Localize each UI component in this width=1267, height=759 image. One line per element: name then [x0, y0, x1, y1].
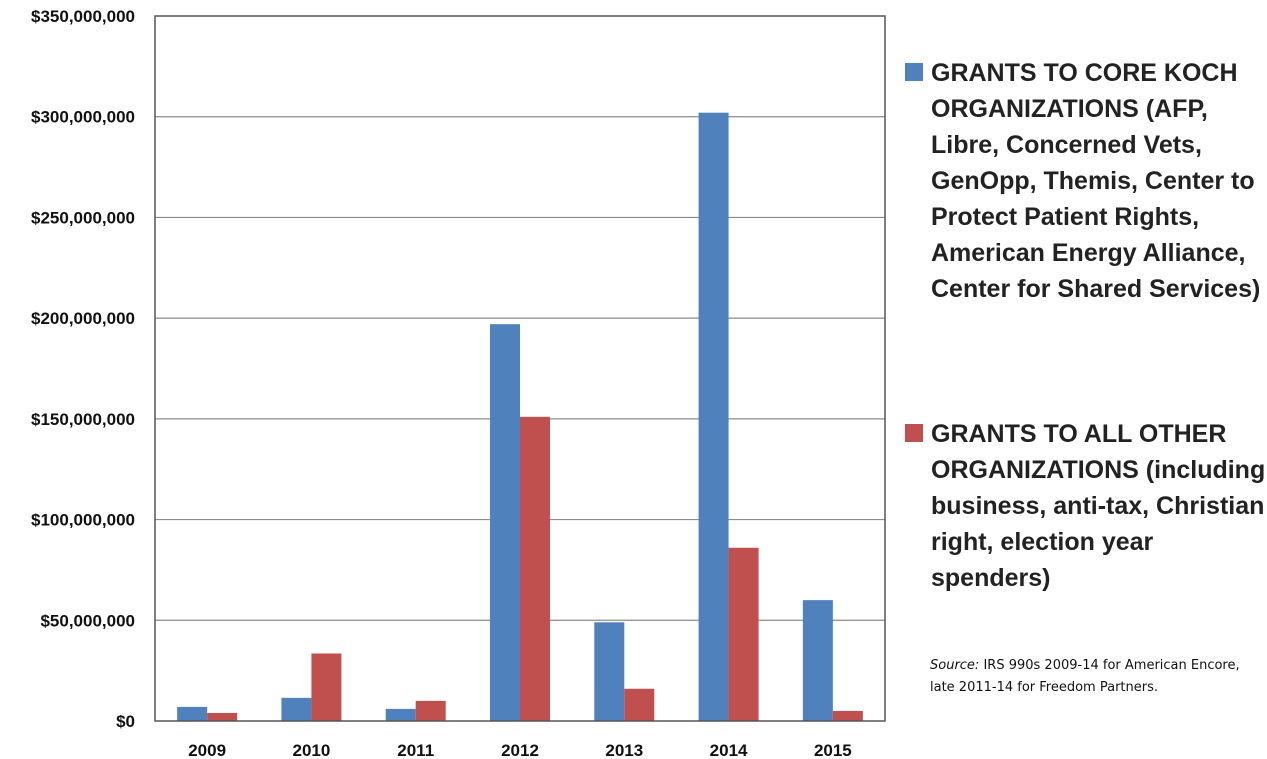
bar-series-1-2015: [802, 600, 833, 721]
source-note: Source: IRS 990s 2009-14 for American En…: [930, 655, 1260, 699]
bar-series-2-2015: [832, 710, 863, 721]
bars: [177, 112, 863, 721]
bar-series-2-2014: [728, 547, 759, 721]
bar-series-2-2009: [207, 712, 238, 721]
x-axis-tick-labels: 2009 2010 2011 2012 2013 2014 2015: [188, 741, 852, 759]
legend-label-core-koch: GRANTS TO CORE KOCH ORGANIZATIONS (AFP, …: [931, 59, 1261, 303]
plot-area-frame: [154, 15, 886, 722]
x-tick-label: 2014: [710, 741, 748, 759]
source-text: IRS 990s 2009-14 for American Encore, la…: [930, 658, 1240, 695]
y-tick-label: $150,000,000: [31, 410, 135, 429]
bar-series-1-2014: [698, 112, 729, 721]
bar-series-2-2013: [624, 688, 655, 721]
bar-series-2-2012: [520, 416, 550, 721]
bar-series-1-2012: [490, 324, 520, 721]
x-tick-label: 2013: [605, 741, 643, 759]
x-tick-label: 2012: [501, 741, 539, 759]
bar-series-2-2011: [415, 700, 446, 721]
x-tick-label: 2015: [814, 741, 852, 759]
y-tick-label: $300,000,000: [31, 108, 135, 127]
x-tick-label: 2010: [293, 741, 331, 759]
bar-series-1-2011: [385, 708, 416, 721]
y-tick-label: $350,000,000: [31, 7, 135, 26]
y-tick-label: $100,000,000: [31, 511, 135, 530]
bar-series-1-2010: [281, 697, 312, 721]
legend-label-all-other: GRANTS TO ALL OTHER ORGANIZATIONS (inclu…: [931, 420, 1266, 592]
bar-series-1-2013: [594, 622, 625, 721]
y-tick-label: $0: [116, 712, 135, 731]
y-tick-label: $200,000,000: [31, 309, 135, 328]
y-tick-label: $250,000,000: [31, 208, 135, 227]
legend-swatch-core-koch: [905, 63, 923, 81]
bar-series-1-2009: [177, 706, 208, 721]
x-tick-label: 2011: [397, 741, 434, 759]
bar-series-2-2010: [311, 653, 342, 721]
legend-swatch-all-other: [905, 424, 923, 442]
x-tick-label: 2009: [188, 741, 226, 759]
source-label: Source:: [930, 658, 980, 673]
y-tick-label: $50,000,000: [40, 611, 135, 630]
y-axis-tick-labels: $0 $50,000,000 $100,000,000 $150,000,000 $20…: [31, 7, 135, 731]
